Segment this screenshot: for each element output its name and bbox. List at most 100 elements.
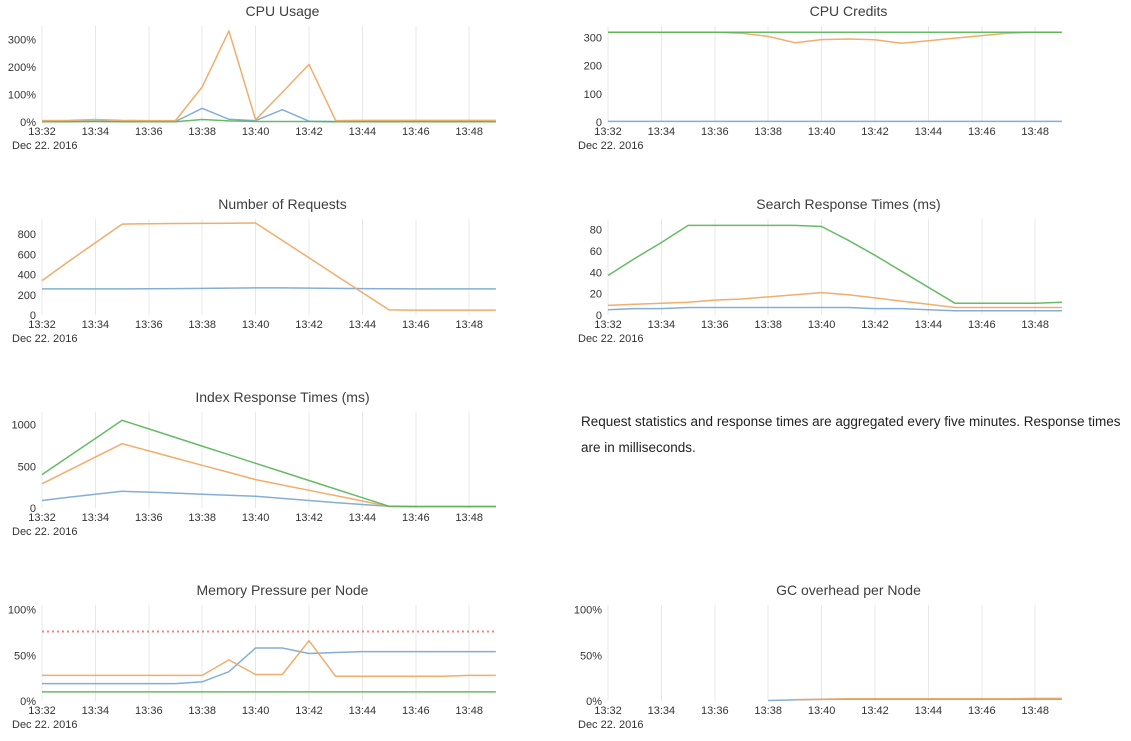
svg-text:13:42: 13:42 (861, 705, 889, 717)
svg-text:13:40: 13:40 (242, 126, 270, 138)
svg-text:80: 80 (590, 225, 602, 237)
svg-text:300%: 300% (8, 35, 36, 47)
svg-text:13:46: 13:46 (402, 705, 430, 717)
svg-text:0: 0 (596, 117, 602, 129)
svg-text:400: 400 (18, 270, 36, 282)
chart-title-cpu-usage: CPU Usage (245, 3, 320, 19)
svg-text:0: 0 (30, 310, 36, 322)
svg-text:50%: 50% (14, 650, 36, 662)
svg-text:13:32: 13:32 (28, 705, 56, 717)
svg-text:13:40: 13:40 (808, 705, 836, 717)
svg-text:13:38: 13:38 (754, 705, 782, 717)
svg-text:13:44: 13:44 (349, 319, 377, 331)
svg-text:13:32: 13:32 (28, 319, 56, 331)
svg-text:13:36: 13:36 (135, 126, 163, 138)
svg-text:0%: 0% (20, 117, 36, 129)
svg-text:13:44: 13:44 (349, 126, 377, 138)
svg-text:0: 0 (30, 503, 36, 515)
svg-text:13:34: 13:34 (82, 705, 110, 717)
svg-text:13:44: 13:44 (915, 705, 943, 717)
chart-canvas-number-of-requests[interactable]: 13:32 13:34 13:36 13:38 13:40 13:42 13:44 13:46… (0, 193, 565, 353)
svg-text:13:48: 13:48 (455, 705, 483, 717)
chart-title-number-of-requests: Number of Requests (218, 196, 347, 212)
svg-text:200%: 200% (8, 62, 36, 74)
chart-canvas-cpu-usage[interactable]: 13:32 13:34 13:36 13:38 13:40 13:42 13:44 13:46… (0, 0, 565, 160)
chart-cpu-usage: CPU Usage 13:32 13:34 13:36 13:38 13:40 13:42… (0, 0, 565, 160)
svg-text:13:36: 13:36 (135, 705, 163, 717)
svg-text:13:46: 13:46 (968, 319, 996, 331)
chart-canvas-index-response-times[interactable]: 13:32 13:34 13:36 13:38 13:40 13:42 13:44 13:46… (0, 386, 565, 546)
chart-gc-overhead: GC overhead per Node 13:32 13:34 13:36 13:3… (566, 579, 1131, 739)
svg-text:60: 60 (590, 246, 602, 258)
svg-text:100%: 100% (8, 90, 36, 102)
aggregation-note: Request statistics and response times ar… (581, 414, 1121, 455)
chart-canvas-cpu-credits[interactable]: 13:32 13:34 13:36 13:38 13:40 13:42 13:44 13:46… (566, 0, 1131, 160)
svg-text:800: 800 (18, 229, 36, 241)
chart-number-of-requests: Number of Requests 13:32 13:34 13:36 13:38 1… (0, 193, 565, 353)
svg-text:13:46: 13:46 (402, 126, 430, 138)
svg-text:13:42: 13:42 (861, 319, 889, 331)
svg-text:100: 100 (584, 89, 602, 101)
svg-text:600: 600 (18, 249, 36, 261)
svg-text:13:34: 13:34 (648, 705, 676, 717)
svg-text:13:36: 13:36 (135, 319, 163, 331)
svg-text:200: 200 (584, 61, 602, 73)
svg-text:13:38: 13:38 (188, 705, 216, 717)
chart-title-gc-overhead: GC overhead per Node (776, 582, 921, 598)
svg-text:13:38: 13:38 (188, 319, 216, 331)
svg-text:13:42: 13:42 (861, 126, 889, 138)
chart-title-index-response-times: Index Response Times (ms) (195, 389, 370, 405)
svg-text:Dec 22. 2016: Dec 22. 2016 (12, 719, 77, 731)
svg-text:Dec 22. 2016: Dec 22. 2016 (12, 140, 77, 152)
svg-text:13:32: 13:32 (594, 705, 622, 717)
svg-text:0%: 0% (20, 696, 36, 708)
svg-text:200: 200 (18, 290, 36, 302)
svg-text:13:46: 13:46 (402, 512, 430, 524)
svg-text:13:34: 13:34 (82, 512, 110, 524)
chart-canvas-gc-overhead[interactable]: 13:32 13:34 13:36 13:38 13:40 13:42 13:44 13:46… (566, 579, 1131, 739)
svg-text:13:48: 13:48 (455, 319, 483, 331)
svg-text:100%: 100% (8, 605, 36, 617)
svg-text:13:32: 13:32 (28, 512, 56, 524)
svg-text:Dec 22. 2016: Dec 22. 2016 (12, 333, 77, 345)
svg-text:13:42: 13:42 (295, 512, 323, 524)
svg-text:300: 300 (584, 32, 602, 44)
chart-search-response-times: Search Response Times (ms) 13:32 13:34 13:… (566, 193, 1131, 353)
svg-text:0: 0 (596, 310, 602, 322)
svg-text:13:42: 13:42 (295, 126, 323, 138)
svg-text:13:38: 13:38 (754, 319, 782, 331)
svg-text:13:40: 13:40 (242, 319, 270, 331)
svg-text:13:46: 13:46 (968, 126, 996, 138)
svg-text:13:48: 13:48 (1021, 126, 1049, 138)
svg-text:100%: 100% (574, 605, 602, 617)
svg-text:13:34: 13:34 (648, 319, 676, 331)
svg-text:0%: 0% (586, 696, 602, 708)
svg-text:13:38: 13:38 (188, 512, 216, 524)
chart-canvas-memory-pressure[interactable]: 13:32 13:34 13:36 13:38 13:40 13:42 13:44 13:46… (0, 579, 565, 739)
chart-cpu-credits: CPU Credits 13:32 13:34 13:36 13:38 13:40 13:… (566, 0, 1131, 160)
chart-index-response-times: Index Response Times (ms) 13:32 13:34 13:3… (0, 386, 565, 546)
svg-text:13:34: 13:34 (648, 126, 676, 138)
svg-text:13:48: 13:48 (1021, 319, 1049, 331)
svg-text:13:40: 13:40 (242, 512, 270, 524)
svg-text:13:32: 13:32 (28, 126, 56, 138)
svg-text:13:34: 13:34 (82, 126, 110, 138)
svg-text:13:48: 13:48 (1021, 705, 1049, 717)
svg-text:Dec 22. 2016: Dec 22. 2016 (578, 333, 643, 345)
svg-text:13:32: 13:32 (594, 126, 622, 138)
svg-text:Dec 22. 2016: Dec 22. 2016 (578, 719, 643, 731)
svg-text:13:42: 13:42 (295, 319, 323, 331)
svg-text:13:46: 13:46 (968, 705, 996, 717)
svg-text:13:38: 13:38 (188, 126, 216, 138)
svg-text:20: 20 (590, 289, 602, 301)
svg-text:13:36: 13:36 (701, 126, 729, 138)
svg-text:13:32: 13:32 (594, 319, 622, 331)
svg-text:13:42: 13:42 (295, 705, 323, 717)
svg-text:13:40: 13:40 (242, 705, 270, 717)
chart-canvas-search-response-times[interactable]: 13:32 13:34 13:36 13:38 13:40 13:42 13:44 13:46… (566, 193, 1131, 353)
svg-text:1000: 1000 (12, 420, 36, 432)
svg-text:13:34: 13:34 (82, 319, 110, 331)
svg-text:500: 500 (18, 461, 36, 473)
svg-text:13:36: 13:36 (135, 512, 163, 524)
svg-text:13:36: 13:36 (701, 705, 729, 717)
